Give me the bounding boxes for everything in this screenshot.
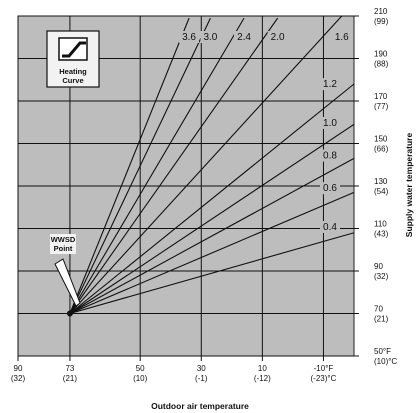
curve-label-bg: [179, 31, 200, 43]
wwsd-label-box: [50, 234, 76, 254]
heating-curve-icon: [58, 37, 88, 61]
curve-label-bg: [320, 220, 340, 233]
curve-label-bg: [331, 31, 352, 43]
y-tick-label: 170: [374, 92, 388, 101]
curve-label-2-0: 2.0: [271, 32, 285, 43]
x-tick-sublabel: (10): [133, 374, 148, 383]
y-tick-label: 130: [374, 177, 388, 186]
wwsd-arrow: [54, 258, 81, 307]
curve-0-8: [69, 157, 355, 314]
curve-label-3-6: 3.6: [182, 32, 196, 43]
curve-label-0-8: 0.8: [323, 151, 337, 162]
x-tick-sublabel: (21): [63, 374, 78, 383]
curve-labels: 3.6 3.0 2.4 2.0 1.6 1.2 1.0 0.8 0.6 0.4: [179, 31, 352, 233]
y-tick-label: 110: [374, 220, 387, 229]
legend-title-line1: Heating: [59, 67, 87, 76]
curve-label-bg: [320, 182, 340, 195]
y-axis-title: Supply water temperature: [404, 133, 414, 238]
heating-curve-legend: Heating Curve: [46, 30, 100, 88]
y-tick-sublabel: (21): [374, 315, 389, 324]
curve-label-bg: [320, 149, 340, 162]
curve-3-0: [69, 17, 211, 314]
y-tick-sublabel: (66): [374, 145, 389, 154]
wwsd-label-line2: Point: [54, 244, 73, 253]
y-tick-sublabel: (43): [374, 230, 389, 239]
y-tick-label: 70: [374, 305, 383, 314]
y-tick-label: 210: [374, 7, 388, 16]
y-tick-sublabel: (99): [374, 17, 389, 26]
y-tick-sublabel: (77): [374, 102, 389, 111]
curve-2-4: [69, 17, 245, 314]
curve-label-0-6: 0.6: [323, 183, 337, 194]
y-tick-sublabel: (32): [374, 272, 389, 281]
curve-3-6: [69, 17, 190, 314]
x-tick-sublabel: (32): [11, 374, 26, 383]
curve-0-6: [69, 191, 355, 315]
curve-1-2: [69, 83, 355, 314]
x-axis-title: Outdoor air temperature: [151, 401, 249, 411]
x-axis-ticks: 90(32) 73(21) 50(10) 30(-1) 10(-12) -10°F(-23…: [11, 356, 337, 383]
curve-label-1-2: 1.2: [323, 79, 337, 90]
curve-label-bg: [320, 78, 340, 91]
y-tick-label: 50°F: [374, 347, 391, 356]
y-tick-sublabel: (88): [374, 60, 389, 69]
y-tick-label: 190: [374, 50, 388, 59]
x-tick-label: 30: [197, 364, 206, 373]
wwsd-label-line1: WWSD: [51, 235, 76, 244]
y-axis-ticks: 210(99) 190(88) 170(77) 150(66) 130(54) 110(4…: [354, 7, 397, 366]
curve-label-3-0: 3.0: [203, 32, 217, 43]
curve-label-bg: [320, 116, 340, 129]
wwsd-annotation: WWSD Point: [50, 234, 81, 307]
x-tick-label: 10: [258, 364, 267, 373]
curve-label-bg: [200, 31, 221, 43]
x-tick-label: 50: [136, 364, 145, 373]
legend-title-line2: Curve: [62, 76, 83, 85]
curve-0-4: [69, 232, 355, 315]
curve-label-bg: [234, 31, 255, 43]
x-tick-sublabel: (-12): [254, 374, 271, 383]
y-tick-sublabel: (10)°C: [374, 357, 397, 366]
x-tick-label: 90: [14, 364, 23, 373]
x-tick-sublabel: (-1): [195, 374, 208, 383]
curve-1-6: [69, 15, 343, 314]
curve-label-bg: [267, 31, 288, 43]
curve-2-0: [69, 17, 279, 314]
curve-label-2-4: 2.4: [237, 32, 251, 43]
x-tick-label: -10°F: [314, 364, 334, 373]
curves: [69, 15, 355, 315]
curve-label-0-4: 0.4: [323, 222, 337, 233]
y-tick-label: 150: [374, 135, 388, 144]
curve-1-0: [69, 123, 355, 314]
wwsd-point-marker: [66, 310, 73, 317]
y-tick-sublabel: (54): [374, 187, 389, 196]
curve-label-1-0: 1.0: [323, 118, 337, 129]
y-tick-label: 90: [374, 262, 383, 271]
curve-label-1-6: 1.6: [335, 32, 349, 43]
x-tick-sublabel: (-23)°C: [311, 374, 337, 383]
x-tick-label: 73: [65, 364, 74, 373]
